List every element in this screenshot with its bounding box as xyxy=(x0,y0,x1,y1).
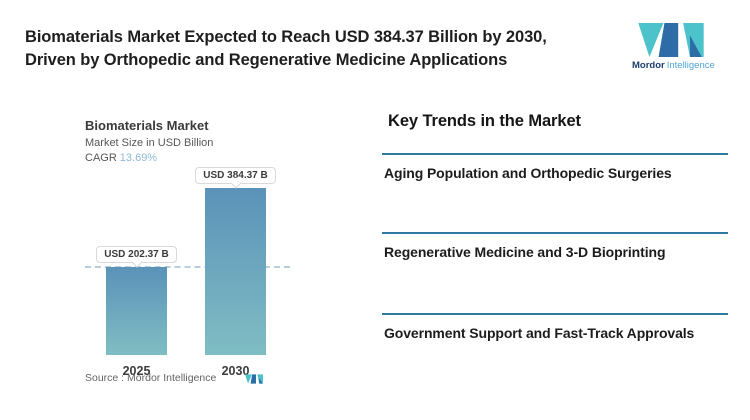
reference-dashed-line xyxy=(85,266,290,268)
value-label-2030: USD 384.37 B xyxy=(195,167,276,184)
year-label-2025: 2025 xyxy=(122,364,151,378)
brand-name-bold: Mordor xyxy=(632,60,665,71)
cagr-value: 13.69% xyxy=(119,152,158,164)
brand-name-light: Intelligence xyxy=(666,60,715,71)
trends-heading: Key Trends in the Market xyxy=(388,112,581,130)
source-note: Source : Mordor Intelligence xyxy=(85,372,217,384)
bar-rect-2025 xyxy=(106,267,167,355)
trend-item-1: Aging Population and Orthopedic Surgerie… xyxy=(384,165,672,181)
bar-column-2025: USD 202.37 B xyxy=(96,246,177,355)
bar-rect-2030 xyxy=(205,188,266,355)
year-label-2030: 2030 xyxy=(221,364,250,378)
source-mini-logo-icon xyxy=(245,374,263,384)
mordor-logo: Mordor Intelligence xyxy=(632,23,715,71)
chart-subtitle: Market Size in USD Billion xyxy=(85,137,214,149)
mordor-logo-icon xyxy=(638,23,704,57)
chart-title: Biomaterials Market xyxy=(85,118,209,133)
page-title-line-2: Driven by Orthopedic and Regenerative Me… xyxy=(25,51,508,69)
chart-cagr: CAGR 13.69% xyxy=(85,152,157,164)
trend-divider xyxy=(382,232,728,234)
page-title-line-1: Biomaterials Market Expected to Reach US… xyxy=(25,28,547,46)
bar-column-2030: USD 384.37 B xyxy=(195,167,276,355)
cagr-label: CAGR xyxy=(85,152,117,164)
value-label-2025: USD 202.37 B xyxy=(96,246,177,263)
trend-divider xyxy=(382,313,728,315)
brand-name: Mordor Intelligence xyxy=(632,60,715,71)
trend-divider xyxy=(382,153,728,155)
bar-chart-plot: USD 202.37 B USD 384.37 B 2025 2030 xyxy=(85,167,300,378)
page-title: Biomaterials Market Expected to Reach US… xyxy=(25,26,547,72)
trend-item-3: Government Support and Fast-Track Approv… xyxy=(384,325,695,341)
trend-item-2: Regenerative Medicine and 3-D Bioprintin… xyxy=(384,244,666,260)
